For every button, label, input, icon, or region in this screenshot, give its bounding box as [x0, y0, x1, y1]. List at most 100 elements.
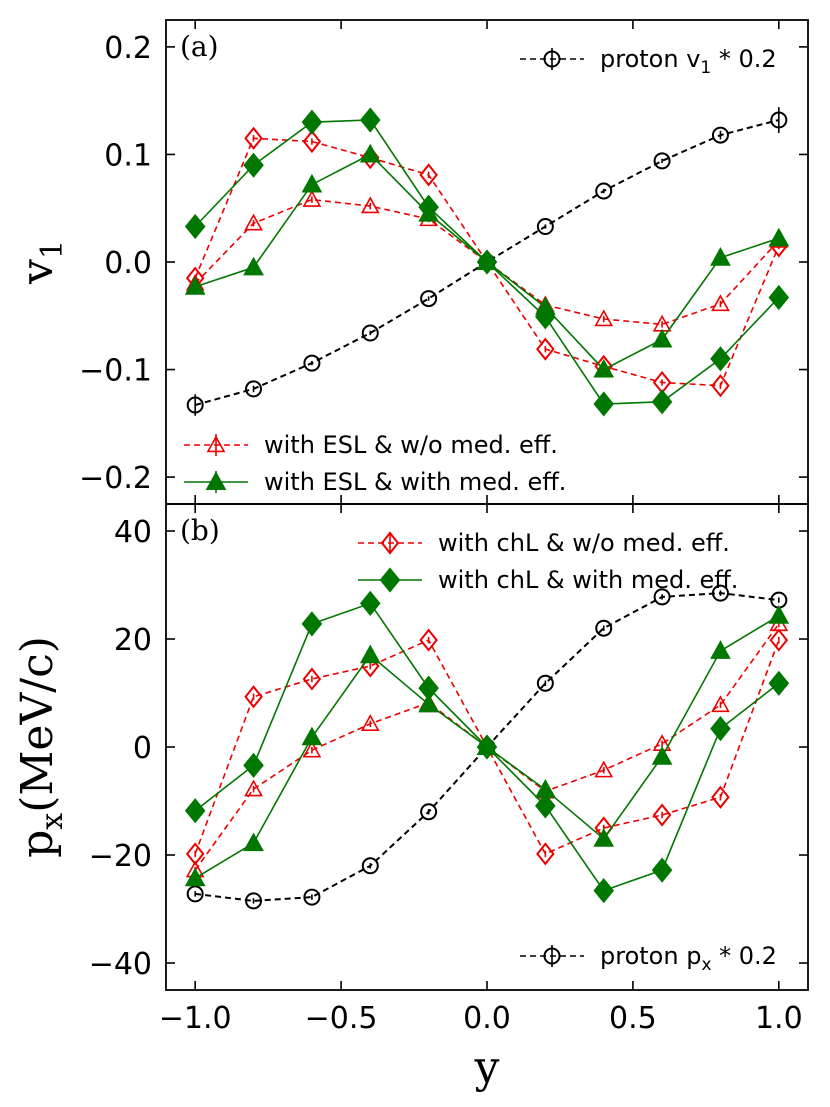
- x-tick-label: −0.5: [305, 1001, 378, 1036]
- legend-marker-proton: [543, 947, 561, 965]
- point-chl_wo: [652, 803, 672, 827]
- legend-label-tail: * 0.2: [712, 942, 777, 970]
- point-esl_wo: [594, 309, 614, 327]
- legend-label-sub: x: [701, 955, 711, 975]
- point-esl_wo: [711, 695, 730, 713]
- legend-label-main: with ESL & w/o med. eff.: [264, 431, 558, 459]
- point-chl_with: [301, 109, 323, 135]
- point-proton: [420, 290, 438, 308]
- y-tick-label: −20: [89, 839, 152, 874]
- point-chl_with: [651, 857, 673, 883]
- point-chl_with: [476, 249, 498, 275]
- legend-label-sub: 1: [700, 58, 711, 78]
- y-tick-label: 40: [114, 515, 152, 550]
- point-esl_with: [184, 867, 206, 887]
- point-chl_wo: [302, 667, 322, 691]
- point-proton: [536, 674, 554, 692]
- point-esl_with: [359, 143, 381, 163]
- panel-label: (a): [180, 30, 219, 63]
- series-line-esl_wo: [194, 623, 780, 871]
- x-tick-label: −1.0: [159, 1001, 232, 1036]
- point-esl_with: [301, 173, 323, 193]
- point-esl_with: [593, 358, 615, 378]
- point-proton: [303, 354, 321, 372]
- legend-marker-esl_with: [205, 471, 227, 491]
- y-tick-label: 20: [114, 623, 152, 658]
- series-esl_with: [184, 605, 790, 887]
- point-chl_with: [184, 798, 206, 824]
- point-chl_wo: [536, 842, 555, 866]
- point-esl_with: [768, 605, 790, 624]
- point-esl_wo: [244, 213, 263, 231]
- point-chl_with: [710, 716, 731, 742]
- legend-marker-proton: [543, 50, 561, 68]
- point-esl_with: [651, 746, 673, 765]
- point-proton: [361, 324, 379, 342]
- y-axis-title-sub: 1: [35, 240, 70, 259]
- point-proton: [361, 857, 379, 875]
- point-proton: [595, 619, 613, 637]
- point-chl_with: [418, 194, 439, 220]
- point-esl_wo: [360, 714, 380, 731]
- point-chl_with: [301, 611, 323, 637]
- y-axis-title: px(MeV/c): [12, 636, 70, 858]
- series-chl_with: [184, 107, 790, 417]
- point-esl_wo: [244, 779, 263, 797]
- panel-label: (b): [180, 514, 220, 547]
- y-tick-label: −0.2: [79, 461, 152, 496]
- legend-label-proton: proton px * 0.2: [600, 942, 777, 975]
- point-proton: [770, 111, 788, 129]
- y-axis-title-main: v: [12, 259, 63, 285]
- legend-label-main: with chL & with med. eff.: [438, 566, 738, 594]
- y-axis-title-tail: (MeV/c): [12, 636, 63, 813]
- point-proton: [303, 888, 321, 906]
- legend-bottom-left: with ESL & w/o med. eff. with ESL & with …: [184, 431, 566, 496]
- x-tick-label: 0.5: [609, 1001, 657, 1036]
- point-chl_with: [359, 107, 381, 133]
- point-proton: [420, 803, 438, 821]
- legend-label-main: proton v: [600, 45, 700, 73]
- y-axis-title-sub: x: [35, 813, 70, 830]
- legend-top-right: with chL & w/o med. eff. with chL & with …: [358, 529, 738, 594]
- point-chl_wo: [711, 785, 730, 809]
- legend-label-main: with ESL & with med. eff.: [264, 468, 566, 496]
- y-tick-label: 0.1: [104, 138, 152, 173]
- point-chl_with: [593, 878, 615, 904]
- point-proton: [245, 892, 263, 910]
- legend-label-chl_wo: with chL & w/o med. eff.: [438, 529, 730, 557]
- legend-bottom-right: proton px * 0.2: [520, 942, 777, 975]
- point-proton: [536, 218, 554, 236]
- x-axis-title: y: [474, 1042, 500, 1093]
- legend-marker-chl_wo: [380, 531, 400, 555]
- panel-b: −1.0 −0.5 0.0 0.5 1.0−40−2002040px(MeV/c)(b)…: [12, 503, 809, 1036]
- legend-label-main: proton p: [600, 942, 701, 970]
- point-esl_with: [593, 828, 615, 847]
- point-proton: [711, 126, 729, 144]
- point-chl_with: [418, 675, 439, 701]
- legend-label-chl_with: with chL & with med. eff.: [438, 566, 738, 594]
- point-proton: [653, 588, 671, 606]
- point-chl_wo: [711, 374, 730, 398]
- point-chl_with: [535, 793, 556, 819]
- y-tick-label: −0.1: [79, 354, 152, 389]
- point-chl_wo: [419, 628, 438, 652]
- legend-top-right: proton v1 * 0.2: [520, 45, 777, 78]
- point-esl_with: [651, 328, 673, 348]
- point-proton: [711, 584, 729, 602]
- point-chl_with: [243, 152, 264, 178]
- point-chl_wo: [769, 628, 789, 652]
- point-esl_with: [184, 276, 206, 295]
- point-chl_with: [243, 752, 264, 778]
- point-chl_wo: [536, 337, 555, 361]
- point-proton: [653, 152, 671, 170]
- legend-label-main: with chL & w/o med. eff.: [438, 529, 730, 557]
- series-proton: [186, 107, 788, 416]
- point-esl_with: [710, 640, 731, 659]
- point-chl_with: [710, 346, 731, 372]
- point-esl_wo: [360, 196, 380, 214]
- x-tick-label: 1.0: [755, 1001, 803, 1036]
- legend-label-proton: proton v1 * 0.2: [600, 45, 777, 78]
- point-chl_with: [184, 213, 206, 240]
- y-axis-title: v1: [12, 240, 70, 285]
